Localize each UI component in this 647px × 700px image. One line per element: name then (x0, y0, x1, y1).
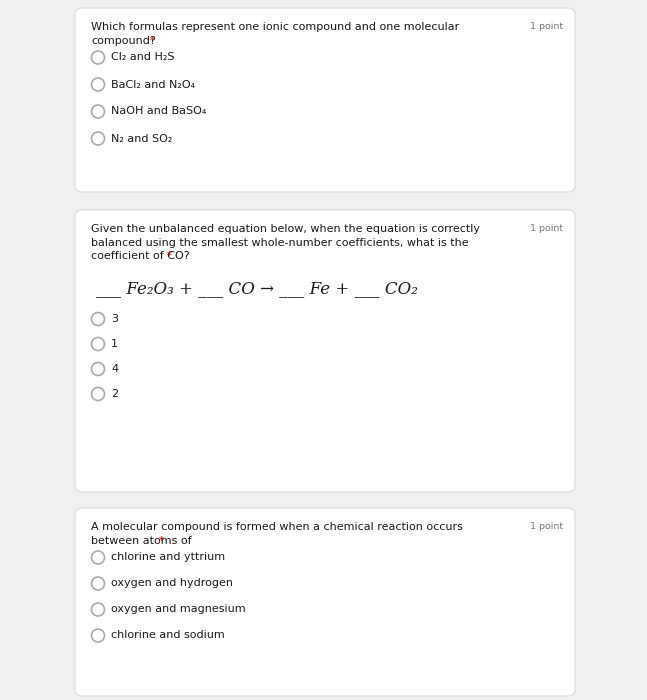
Text: *: * (163, 251, 172, 261)
Text: between atoms of: between atoms of (91, 536, 192, 545)
Text: balanced using the smallest whole-number coefficients, what is the: balanced using the smallest whole-number… (91, 237, 468, 248)
Text: NaOH and BaSO₄: NaOH and BaSO₄ (111, 106, 206, 116)
Text: 4: 4 (111, 364, 118, 374)
Text: coefficient of CO?: coefficient of CO? (91, 251, 190, 261)
Text: 3: 3 (111, 314, 118, 324)
Circle shape (91, 388, 105, 400)
FancyBboxPatch shape (75, 508, 575, 696)
Text: chlorine and yttrium: chlorine and yttrium (111, 552, 225, 563)
Circle shape (91, 603, 105, 616)
Circle shape (91, 312, 105, 326)
Text: chlorine and sodium: chlorine and sodium (111, 631, 225, 640)
Text: Cl₂ and H₂S: Cl₂ and H₂S (111, 52, 175, 62)
Text: N₂ and SO₂: N₂ and SO₂ (111, 134, 172, 143)
Text: A molecular compound is formed when a chemical reaction occurs: A molecular compound is formed when a ch… (91, 522, 463, 532)
Circle shape (91, 551, 105, 564)
Text: compound?: compound? (91, 36, 156, 46)
FancyBboxPatch shape (75, 8, 575, 192)
Text: *: * (155, 536, 164, 545)
Text: 1 point: 1 point (530, 522, 563, 531)
Text: 1 point: 1 point (530, 224, 563, 233)
Text: oxygen and magnesium: oxygen and magnesium (111, 605, 246, 615)
FancyBboxPatch shape (75, 210, 575, 492)
Text: ___ Fe₂O₃ + ___ CO → ___ Fe + ___ CO₂: ___ Fe₂O₃ + ___ CO → ___ Fe + ___ CO₂ (96, 281, 418, 297)
Text: 1 point: 1 point (530, 22, 563, 31)
Circle shape (91, 363, 105, 375)
Circle shape (91, 629, 105, 642)
Text: Given the unbalanced equation below, when the equation is correctly: Given the unbalanced equation below, whe… (91, 224, 480, 234)
Circle shape (91, 337, 105, 351)
Circle shape (91, 105, 105, 118)
Circle shape (91, 78, 105, 91)
Text: 2: 2 (111, 389, 118, 399)
Text: *: * (146, 36, 155, 46)
Text: BaCl₂ and N₂O₄: BaCl₂ and N₂O₄ (111, 80, 195, 90)
Circle shape (91, 132, 105, 145)
Circle shape (91, 51, 105, 64)
Text: 1: 1 (111, 339, 118, 349)
Text: Which formulas represent one ionic compound and one molecular: Which formulas represent one ionic compo… (91, 22, 459, 32)
Text: oxygen and hydrogen: oxygen and hydrogen (111, 578, 233, 589)
Circle shape (91, 577, 105, 590)
